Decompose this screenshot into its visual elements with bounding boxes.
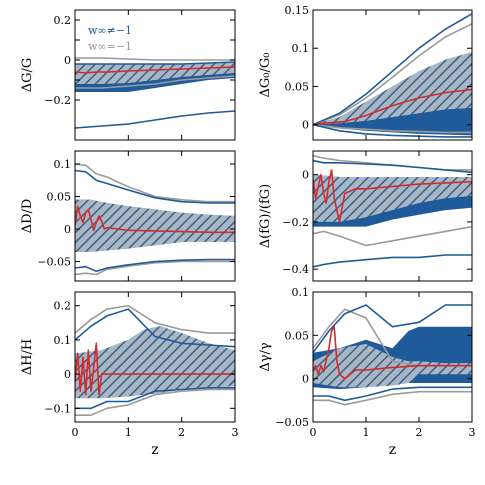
plot-area [313,304,472,406]
band-gray-hatched [313,52,472,125]
x-axis-label: z [151,442,158,458]
xtick-label: 2 [416,426,423,439]
xtick-label: 0 [310,426,317,439]
xtick-label: 0 [72,426,79,439]
ytick-label: −0.4 [282,263,309,276]
plot-area [75,304,235,416]
ytick-label: 0.1 [54,334,72,347]
axes-frame [312,291,473,423]
ytick-label: 0 [302,119,309,132]
blue-bound-1 [313,159,472,174]
gray-bound-1 [313,123,472,134]
ytick-label: 0 [64,54,71,67]
ytick-label: 0 [302,169,309,182]
legend-gray-label: w∞=−1 [88,40,132,53]
blue-bound-1 [75,61,235,65]
axes-frame [74,291,236,423]
gray-bound-0 [75,57,235,61]
gray-bound-1 [313,390,472,406]
panel-D: −0.05 0 0.05 0.1 ΔD/D [20,150,236,282]
ytick-label: 0.2 [54,300,72,313]
band-gray-hatched [75,62,235,84]
ytick-label: −0.1 [44,402,71,415]
blue-bound-0 [313,13,472,126]
gray-bound-0 [75,163,235,203]
panel-G0: 0 0.05 0.1 0.15 ΔG₀/G₀ [258,4,473,141]
axes-frame [312,9,473,141]
plot-area [75,163,235,276]
legend: w∞≠−1 w∞=−1 [88,24,132,53]
axes-frame [74,150,236,282]
ytick-label: 0 [64,368,71,381]
ytick-label: 0.2 [54,14,72,27]
ytick-label: 0.05 [285,80,310,93]
y-axis-label: Δ(fG)/(fG) [258,184,273,248]
band-gray-hatched [75,199,235,252]
ytick-label: −0.05 [275,416,309,429]
blue-bound-1 [313,386,472,402]
ytick-label: 0 [64,223,71,236]
panel-G: −0.2 0 0.2 ΔG/G [20,9,236,141]
blue-bound-1 [75,387,235,410]
ytick-label: 0.15 [285,4,310,17]
band-gray-hatched [313,174,472,222]
blue-bound-0 [313,254,472,268]
ytick-label: −0.2 [44,94,71,107]
xtick-label: 1 [363,426,370,439]
xtick-label: 1 [125,426,132,439]
y-axis-label: ΔG₀/G₀ [258,53,273,98]
gray-bound-0 [75,304,235,334]
plot-area [75,57,235,129]
ytick-label: 0.1 [54,158,72,171]
gray-bound-0 [313,23,472,126]
panel-H: −0.100.10.20 1 2 3ΔH/Hz [20,291,239,458]
ytick-label: 0 [302,373,309,386]
blue-bound-0 [75,110,235,129]
y-axis-label: ΔD/D [20,199,35,234]
axes-frame [312,150,473,282]
legend-blue-label: w∞≠−1 [88,24,132,37]
red-fiducial-line [313,88,472,126]
xtick-label: 3 [469,426,476,439]
y-axis-label: ΔG/G [20,58,35,93]
ytick-label: 0.05 [285,329,310,342]
blue-bound-1 [75,258,235,273]
x-axis-label: z [389,442,396,458]
xtick-label: 3 [232,426,239,439]
red-fiducial-line [75,205,235,234]
blue-bound-0 [75,169,235,204]
plot-area [313,154,472,268]
gray-bound-1 [75,75,235,89]
blue-bound-0 [75,308,235,348]
red-fiducial-line [313,325,472,380]
gray-bound-1 [75,260,235,276]
axes-frame [74,9,236,141]
ytick-label: −0.2 [282,216,309,229]
ytick-label: 0.1 [292,286,310,299]
ytick-label: −0.05 [37,256,71,269]
ytick-label: 0.1 [292,42,310,55]
blue-bound-0 [313,304,472,354]
gray-bound-1 [75,388,235,416]
y-axis-label: Δγ/γ [258,342,273,372]
plot-area [313,13,472,138]
gray-bound-1 [313,225,472,247]
panel-fG: −0.4 −0.2 0 Δ(fG)/(fG) [258,150,473,282]
band-gray-hatched [313,344,472,388]
y-axis-label: ΔH/H [20,339,35,375]
xtick-label: 2 [178,426,185,439]
red-fiducial-line [75,66,235,74]
red-fiducial-line [75,342,235,396]
ytick-label: 0.05 [47,191,72,204]
blue-bound-1 [313,123,472,138]
red-fiducial-line [313,169,472,223]
